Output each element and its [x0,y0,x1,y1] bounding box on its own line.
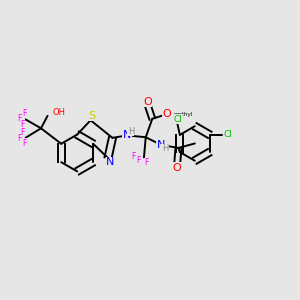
Text: F: F [132,152,136,161]
Text: N: N [157,140,165,150]
Text: S: S [88,111,95,121]
Text: O: O [172,163,181,172]
Text: F: F [136,157,140,166]
Text: H: H [162,144,168,153]
Text: N: N [106,158,115,167]
Text: F: F [17,134,21,143]
Text: O: O [143,97,152,107]
Text: Cl: Cl [223,130,232,139]
Text: N: N [123,130,131,140]
Text: F: F [17,114,21,123]
Text: Cl: Cl [174,115,182,124]
Text: methyl: methyl [173,112,192,117]
Text: O: O [163,109,172,119]
Text: F: F [20,120,25,129]
Text: F: F [22,139,27,148]
Text: F: F [144,158,148,167]
Text: F: F [20,128,25,137]
Text: H: H [128,127,134,136]
Text: F: F [22,109,27,118]
Text: OH: OH [52,108,65,117]
